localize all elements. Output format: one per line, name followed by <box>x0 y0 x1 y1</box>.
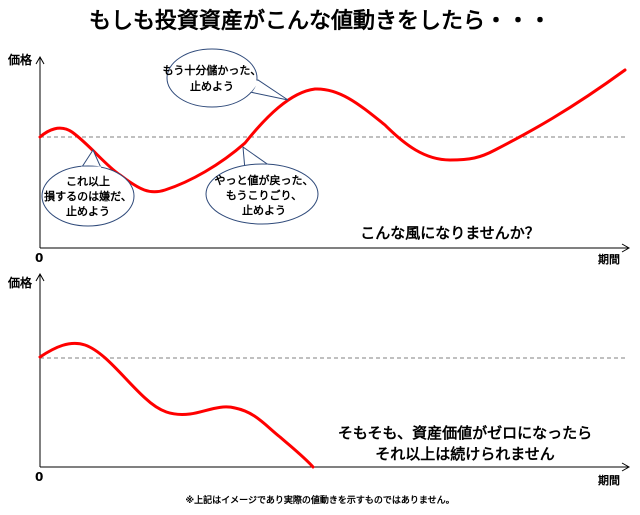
bubble-text: 止めよう <box>66 204 110 218</box>
bubble-text: 止めよう <box>190 79 234 93</box>
y-axis-label: 価格 <box>7 275 33 290</box>
y-axis <box>35 55 45 248</box>
bottom-caption-line2: それ以上は続けられません <box>375 445 555 463</box>
x-axis <box>40 462 631 472</box>
y-axis-label: 価格 <box>7 52 33 67</box>
footnote: ※上記はイメージであり実際の値動きを示すものではありません。 <box>185 494 454 506</box>
bottom-caption-line1: そもそも、資産価値がゼロになったら <box>338 424 592 442</box>
speech-bubble-loss: これ以上 損するのは嫌だ、 止めよう <box>41 148 135 227</box>
price-curve <box>38 341 315 469</box>
speech-bubble-profit: もう十分儲かった、 止めよう <box>163 48 289 108</box>
origin-label: 0 <box>35 251 43 265</box>
bottom-chart: 価格 期間 0 そもそも、資産価値がゼロになったら それ以上は続けられません <box>7 272 631 487</box>
x-axis-label: 期間 <box>598 473 620 487</box>
bubble-text: 損するのは嫌だ、 <box>44 189 132 203</box>
bubble-text: もうこりごり、 <box>226 188 302 202</box>
top-caption: こんな風になりませんか？ <box>360 224 540 242</box>
y-axis <box>35 272 45 467</box>
bubble-text: もう十分儲かった、 <box>163 63 262 77</box>
origin-label: 0 <box>35 470 43 484</box>
title: もしも投資資産がこんな値動きをしたら・・・ <box>89 8 551 34</box>
price-curve <box>38 68 627 194</box>
bubble-text: やっと値が戻った、 <box>215 173 314 187</box>
speech-bubble-recovered: やっと値が戻った、 もうこりごり、 止めよう <box>205 145 319 225</box>
x-axis-label: 期間 <box>598 252 620 266</box>
top-chart: 価格 期間 0 もう十分儲かった、 止めよう これ以上 損するのは嫌だ、 止めよ… <box>7 48 631 266</box>
bubble-text: 止めよう <box>242 203 286 217</box>
bubble-text: これ以上 <box>66 174 110 188</box>
x-axis <box>40 243 631 253</box>
